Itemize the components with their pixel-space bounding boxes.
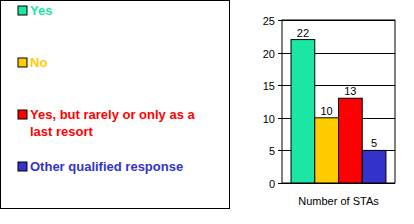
data-label: 22 bbox=[297, 27, 309, 39]
data-label: 5 bbox=[371, 137, 377, 149]
tick-label: 5 bbox=[269, 145, 275, 157]
category-label: Number of STAs bbox=[298, 195, 379, 207]
grid-line bbox=[282, 183, 395, 184]
legend-label: No bbox=[30, 55, 47, 70]
legend-label: Yes bbox=[30, 3, 52, 18]
legend-box bbox=[1, 1, 230, 209]
tick-label: 15 bbox=[263, 80, 275, 92]
legend-swatch bbox=[18, 110, 27, 119]
bar bbox=[291, 40, 315, 183]
tick-mark bbox=[278, 150, 282, 151]
tick-label: 20 bbox=[263, 48, 275, 60]
tick-label: 25 bbox=[263, 15, 275, 27]
tick-mark bbox=[278, 183, 282, 184]
bars bbox=[291, 40, 386, 183]
legend-swatch bbox=[18, 58, 27, 67]
grid-line bbox=[282, 20, 395, 21]
tick-label: 10 bbox=[263, 113, 275, 125]
legend-swatch bbox=[18, 6, 27, 15]
legend-label: Yes, but rarely or only as a last resort bbox=[30, 107, 196, 139]
legend-line: Yes, but rarely or only as a bbox=[30, 107, 196, 122]
legend-line: No bbox=[30, 55, 47, 70]
data-label: 13 bbox=[344, 85, 356, 97]
bar bbox=[339, 98, 363, 183]
legend-label: Other qualified response bbox=[30, 159, 183, 174]
bar bbox=[362, 150, 386, 183]
bar bbox=[315, 118, 339, 183]
tick-mark bbox=[278, 85, 282, 86]
tick-mark bbox=[278, 53, 282, 54]
legend-line: Yes bbox=[30, 3, 52, 18]
tick-mark bbox=[278, 20, 282, 21]
tick-mark bbox=[278, 118, 282, 119]
legend-line: Other qualified response bbox=[30, 159, 183, 174]
chart: 0 5 10 15 20 25 22 10 13 5 Number of STAs Yes No Yes,… bbox=[0, 0, 414, 224]
plot-frame bbox=[282, 20, 395, 183]
data-label: 10 bbox=[321, 105, 333, 117]
legend-line: last resort bbox=[30, 124, 94, 139]
tick-label: 0 bbox=[269, 178, 275, 190]
legend-swatch bbox=[18, 162, 27, 171]
